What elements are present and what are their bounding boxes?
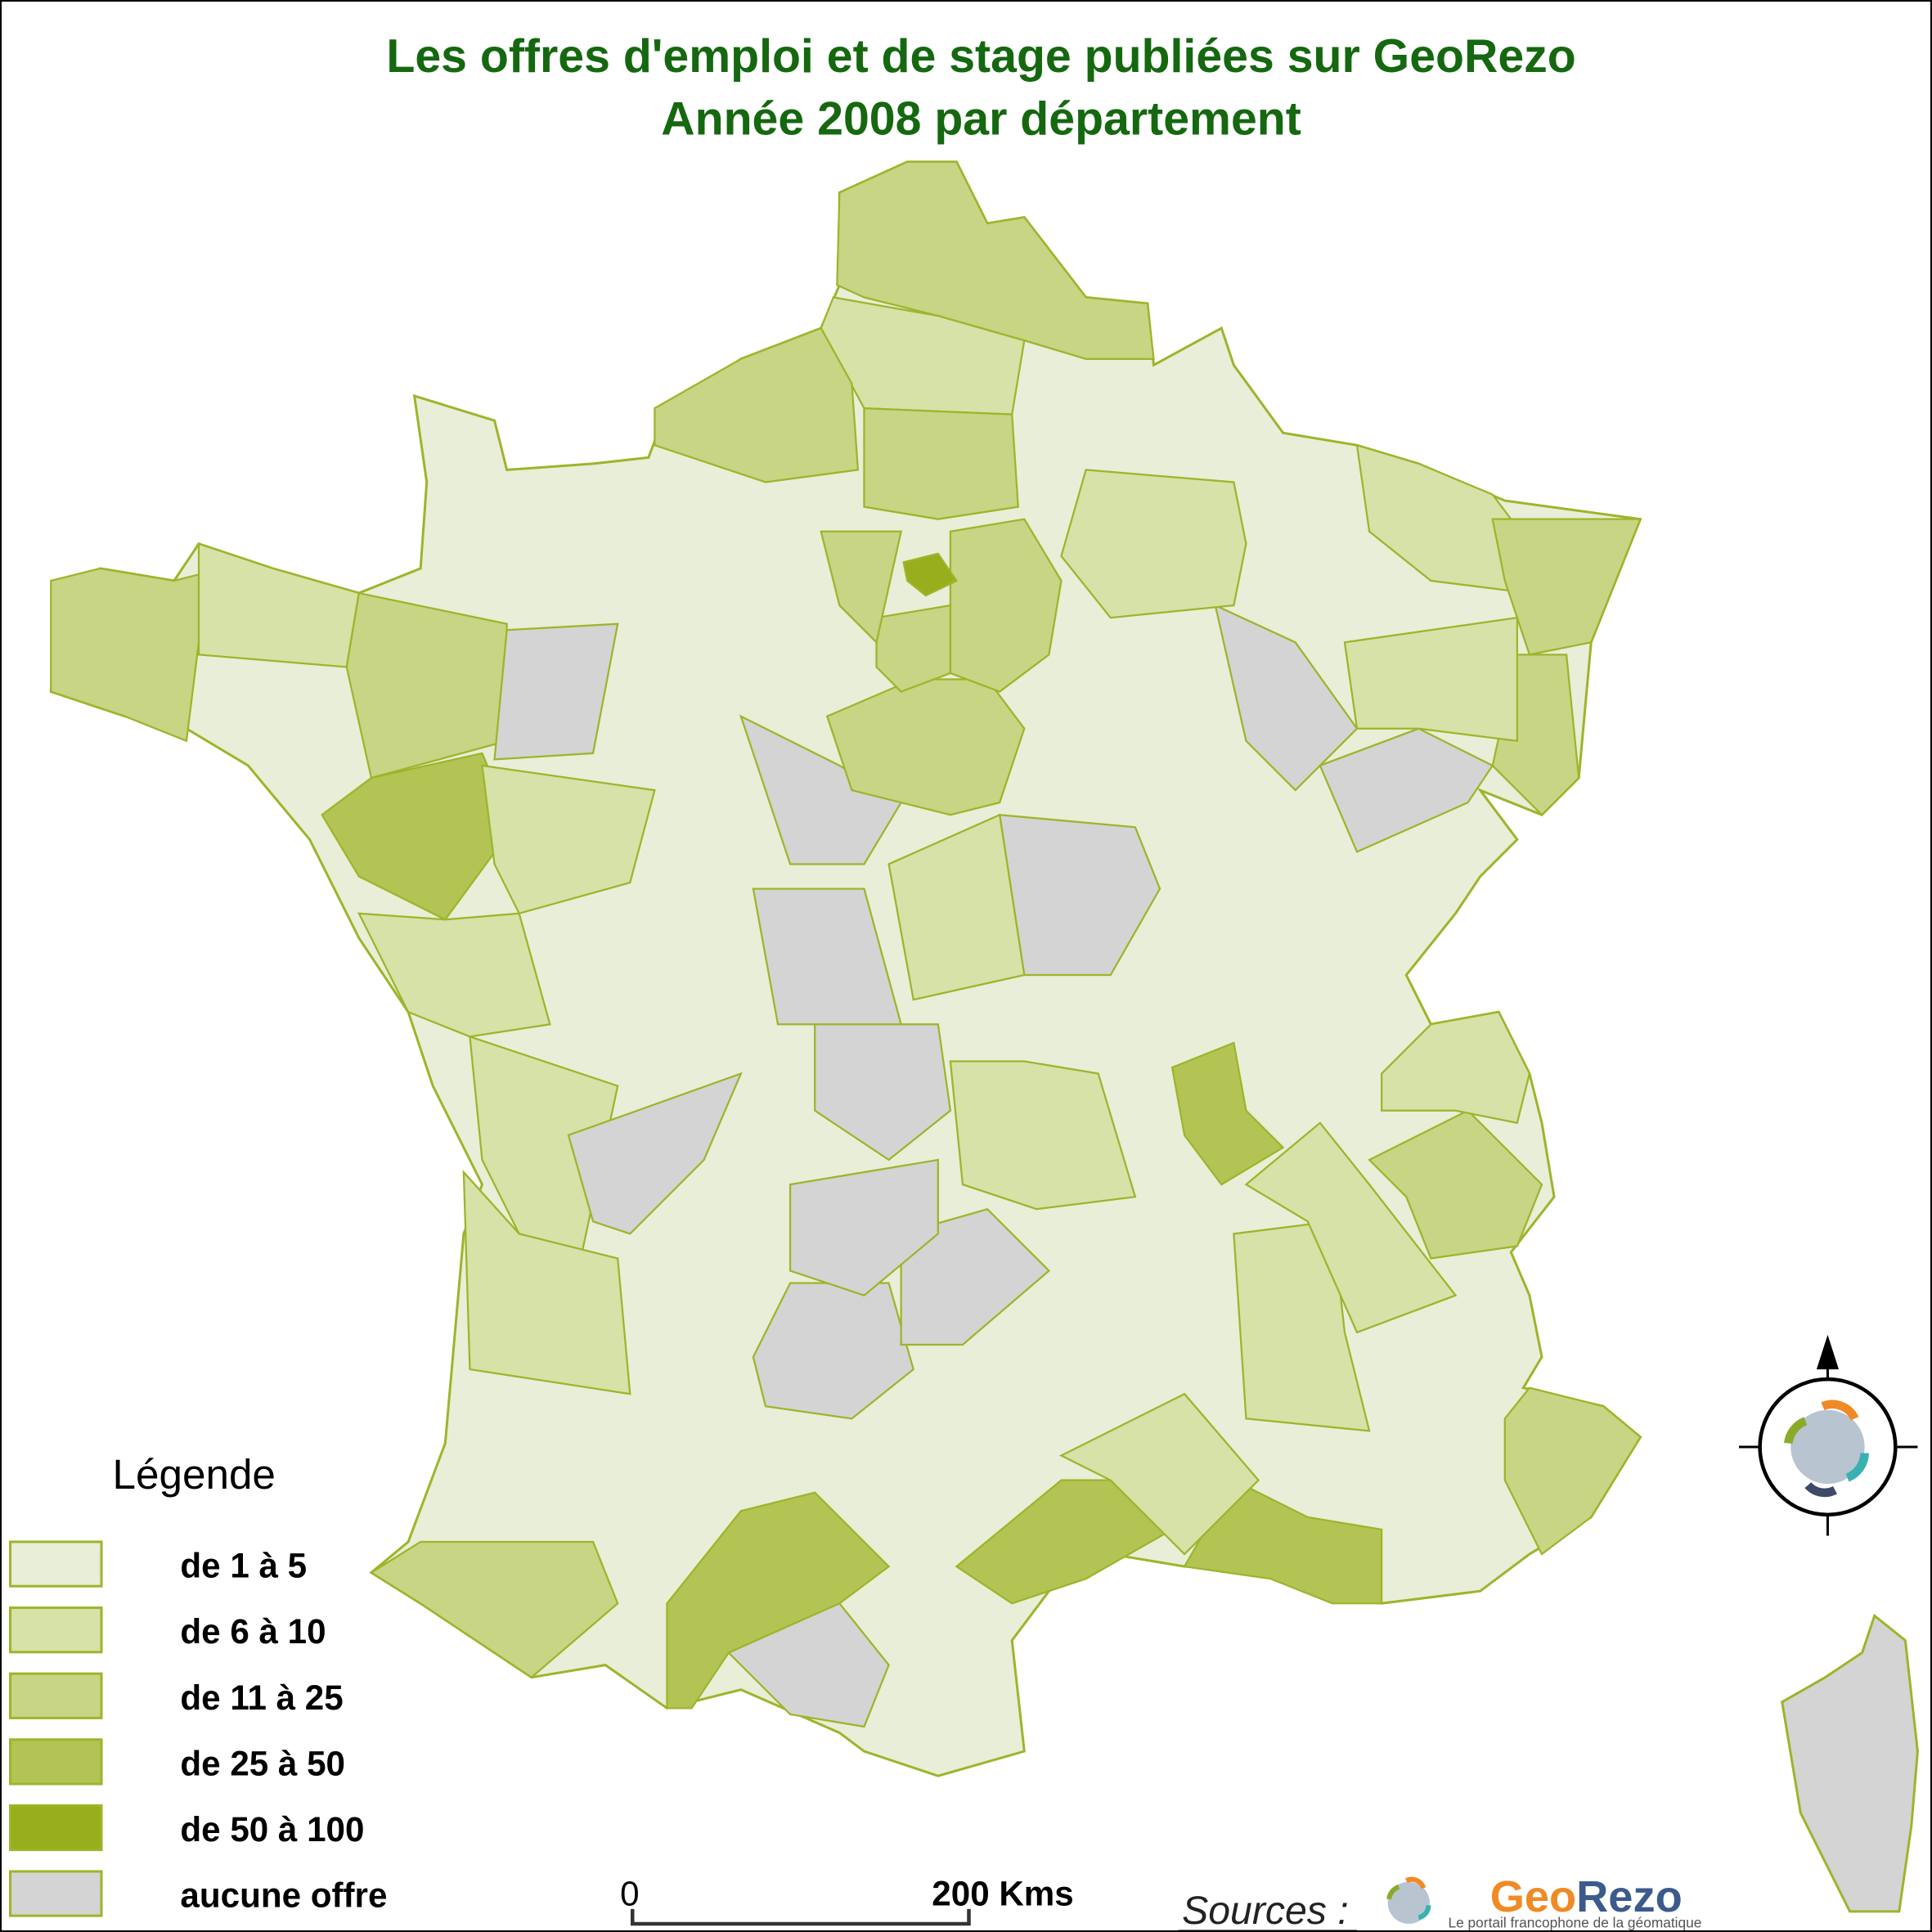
legend-label: de 1 à 5 xyxy=(180,1547,307,1585)
department-area xyxy=(369,1540,619,1679)
department-area xyxy=(1170,1041,1285,1186)
department-area xyxy=(900,1207,1051,1346)
france-map xyxy=(49,160,1642,1777)
map-title-line1: Les offres d'emploi et de stage publiées… xyxy=(386,30,1575,83)
department-area xyxy=(739,714,903,865)
scale-bar: 0 200 Kms xyxy=(620,1874,1074,1926)
georezo-tagline: Le portail francophone de la géomatique xyxy=(1448,1914,1701,1930)
legend-label: de 11 à 25 xyxy=(180,1678,343,1717)
department-area xyxy=(1244,1121,1458,1334)
department-area xyxy=(789,1158,939,1296)
scale-end-label: 200 Kms xyxy=(932,1874,1073,1912)
legend-swatch xyxy=(9,1804,103,1852)
map-title-line2: Année 2008 par département xyxy=(661,93,1301,146)
department-area xyxy=(752,887,903,1026)
department-area xyxy=(462,1170,631,1395)
department-area xyxy=(863,407,1019,520)
legend-swatch xyxy=(9,1738,103,1786)
legend-swatch xyxy=(9,1606,103,1654)
legend-swatch xyxy=(9,1540,103,1588)
sources-label: Sources : xyxy=(1182,1889,1349,1932)
department-area xyxy=(1319,727,1494,853)
georezo-globe-icon xyxy=(1386,1876,1431,1924)
department-area xyxy=(949,1060,1137,1211)
legend-swatch xyxy=(9,1672,103,1719)
department-area xyxy=(887,813,1026,1001)
department-area xyxy=(836,160,1155,360)
department-area xyxy=(1503,1386,1642,1556)
department-area xyxy=(1343,616,1518,743)
department-area xyxy=(1781,1613,1919,1913)
georezo-logo: GeoRezo xyxy=(1490,1872,1683,1921)
department-area xyxy=(197,542,361,668)
department-area xyxy=(1058,1392,1260,1556)
department-area xyxy=(820,530,903,645)
legend-label: de 25 à 50 xyxy=(180,1744,345,1782)
sources: Sources : GeoRezo Le portail francophone… xyxy=(1178,1872,1701,1932)
department-area xyxy=(1491,518,1642,656)
north-arrow-compass-icon xyxy=(1738,1334,1918,1536)
department-area xyxy=(493,622,619,761)
department-area xyxy=(902,552,959,597)
department-area xyxy=(875,604,952,693)
legend-swatch xyxy=(9,1870,103,1917)
department-area xyxy=(345,591,508,780)
corsica-map xyxy=(1781,1613,1919,1913)
department-area xyxy=(654,326,860,483)
legend-label: de 50 à 100 xyxy=(180,1810,364,1849)
department-area xyxy=(567,1072,743,1235)
department-area xyxy=(481,764,656,915)
legend-label: aucune offre xyxy=(180,1876,387,1915)
legend-heading: Légende xyxy=(113,1451,276,1498)
scale-start-label: 0 xyxy=(620,1874,639,1912)
department-area xyxy=(50,567,200,743)
department-area xyxy=(814,1023,952,1161)
department-area xyxy=(1060,469,1247,619)
department-area xyxy=(357,912,551,1038)
department-area xyxy=(752,1282,915,1420)
department-area xyxy=(1381,1010,1531,1125)
department-area xyxy=(726,1602,890,1728)
legend: de 1 à 5 de 6 à 10 de 11 à 25 de 25 à 50 de … xyxy=(9,1540,387,1917)
legend-label: de 6 à 10 xyxy=(180,1612,326,1651)
department-area xyxy=(1214,604,1359,792)
